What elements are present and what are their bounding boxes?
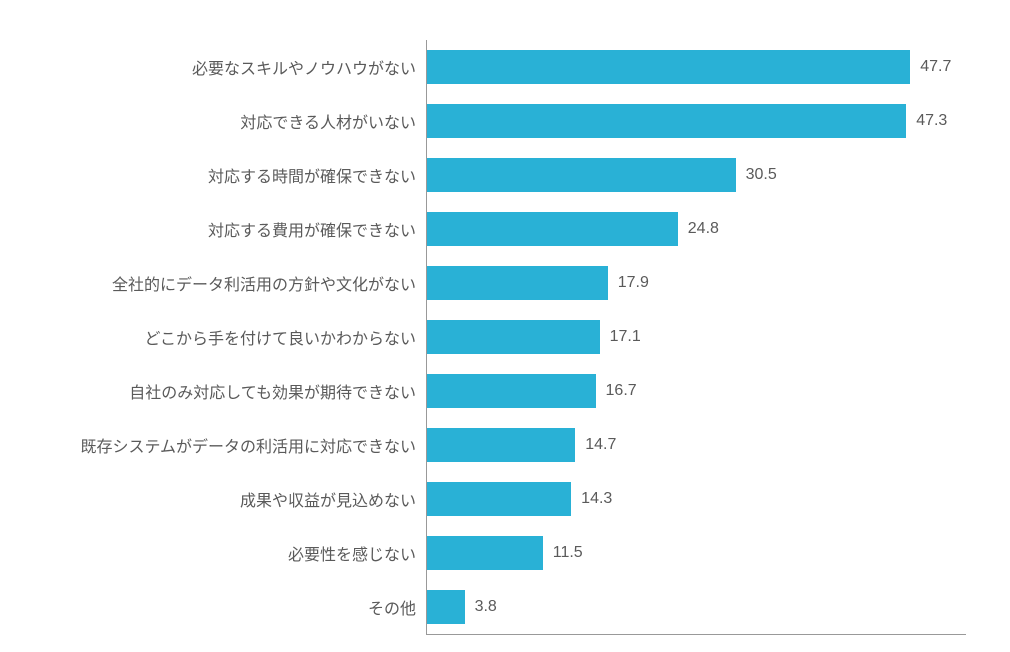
- bar: [426, 158, 736, 192]
- category-label: 対応する費用が確保できない: [30, 217, 426, 241]
- bar: [426, 212, 678, 246]
- bar: [426, 482, 571, 516]
- category-label: 必要性を感じない: [30, 541, 426, 565]
- category-label: 対応する時間が確保できない: [30, 163, 426, 187]
- category-label: 既存システムがデータの利活用に対応できない: [30, 433, 426, 457]
- category-label: 対応できる人材がいない: [30, 109, 426, 133]
- value-label: 11.5: [553, 544, 583, 562]
- value-label: 47.7: [920, 58, 951, 76]
- category-label: 必要なスキルやノウハウがない: [30, 55, 426, 79]
- category-label: 成果や収益が見込めない: [30, 487, 426, 511]
- chart-row: 既存システムがデータの利活用に対応できない 14.7: [30, 418, 980, 472]
- value-label: 47.3: [916, 112, 947, 130]
- category-label: その他: [30, 595, 426, 619]
- value-label: 17.1: [610, 328, 641, 346]
- bar: [426, 104, 906, 138]
- bar-area: 47.3: [426, 94, 980, 148]
- value-label: 16.7: [606, 382, 637, 400]
- value-label: 3.8: [475, 598, 497, 616]
- chart-row: 自社のみ対応しても効果が期待できない 16.7: [30, 364, 980, 418]
- bar: [426, 590, 465, 624]
- bar-area: 14.7: [426, 418, 980, 472]
- chart-row: その他 3.8: [30, 580, 980, 634]
- bar-area: 24.8: [426, 202, 980, 256]
- bar: [426, 428, 575, 462]
- bar-area: 14.3: [426, 472, 980, 526]
- bar: [426, 536, 543, 570]
- chart-row: 成果や収益が見込めない 14.3: [30, 472, 980, 526]
- bar: [426, 266, 608, 300]
- value-label: 17.9: [618, 274, 649, 292]
- bar-area: 30.5: [426, 148, 980, 202]
- bar-area: 17.1: [426, 310, 980, 364]
- category-label: 自社のみ対応しても効果が期待できない: [30, 379, 426, 403]
- bar-area: 3.8: [426, 580, 980, 634]
- bar-chart: 必要なスキルやノウハウがない 47.7 対応できる人材がいない 47.3 対応する時間が…: [30, 40, 980, 630]
- bar: [426, 320, 600, 354]
- value-label: 30.5: [746, 166, 777, 184]
- chart-row: 必要性を感じない 11.5: [30, 526, 980, 580]
- chart-row: 対応できる人材がいない 47.3: [30, 94, 980, 148]
- category-label: どこから手を付けて良いかわからない: [30, 325, 426, 349]
- chart-row: 対応する費用が確保できない 24.8: [30, 202, 980, 256]
- bar-area: 17.9: [426, 256, 980, 310]
- chart-row: 対応する時間が確保できない 30.5: [30, 148, 980, 202]
- bar-area: 47.7: [426, 40, 980, 94]
- x-axis-line: [426, 634, 966, 635]
- value-label: 24.8: [688, 220, 719, 238]
- bar-area: 16.7: [426, 364, 980, 418]
- bar: [426, 50, 910, 84]
- y-axis-line: [426, 40, 427, 634]
- bar: [426, 374, 596, 408]
- bar-area: 11.5: [426, 526, 980, 580]
- value-label: 14.7: [585, 436, 616, 454]
- category-label: 全社的にデータ利活用の方針や文化がない: [30, 271, 426, 295]
- value-label: 14.3: [581, 490, 612, 508]
- chart-row: 全社的にデータ利活用の方針や文化がない 17.9: [30, 256, 980, 310]
- chart-row: どこから手を付けて良いかわからない 17.1: [30, 310, 980, 364]
- chart-row: 必要なスキルやノウハウがない 47.7: [30, 40, 980, 94]
